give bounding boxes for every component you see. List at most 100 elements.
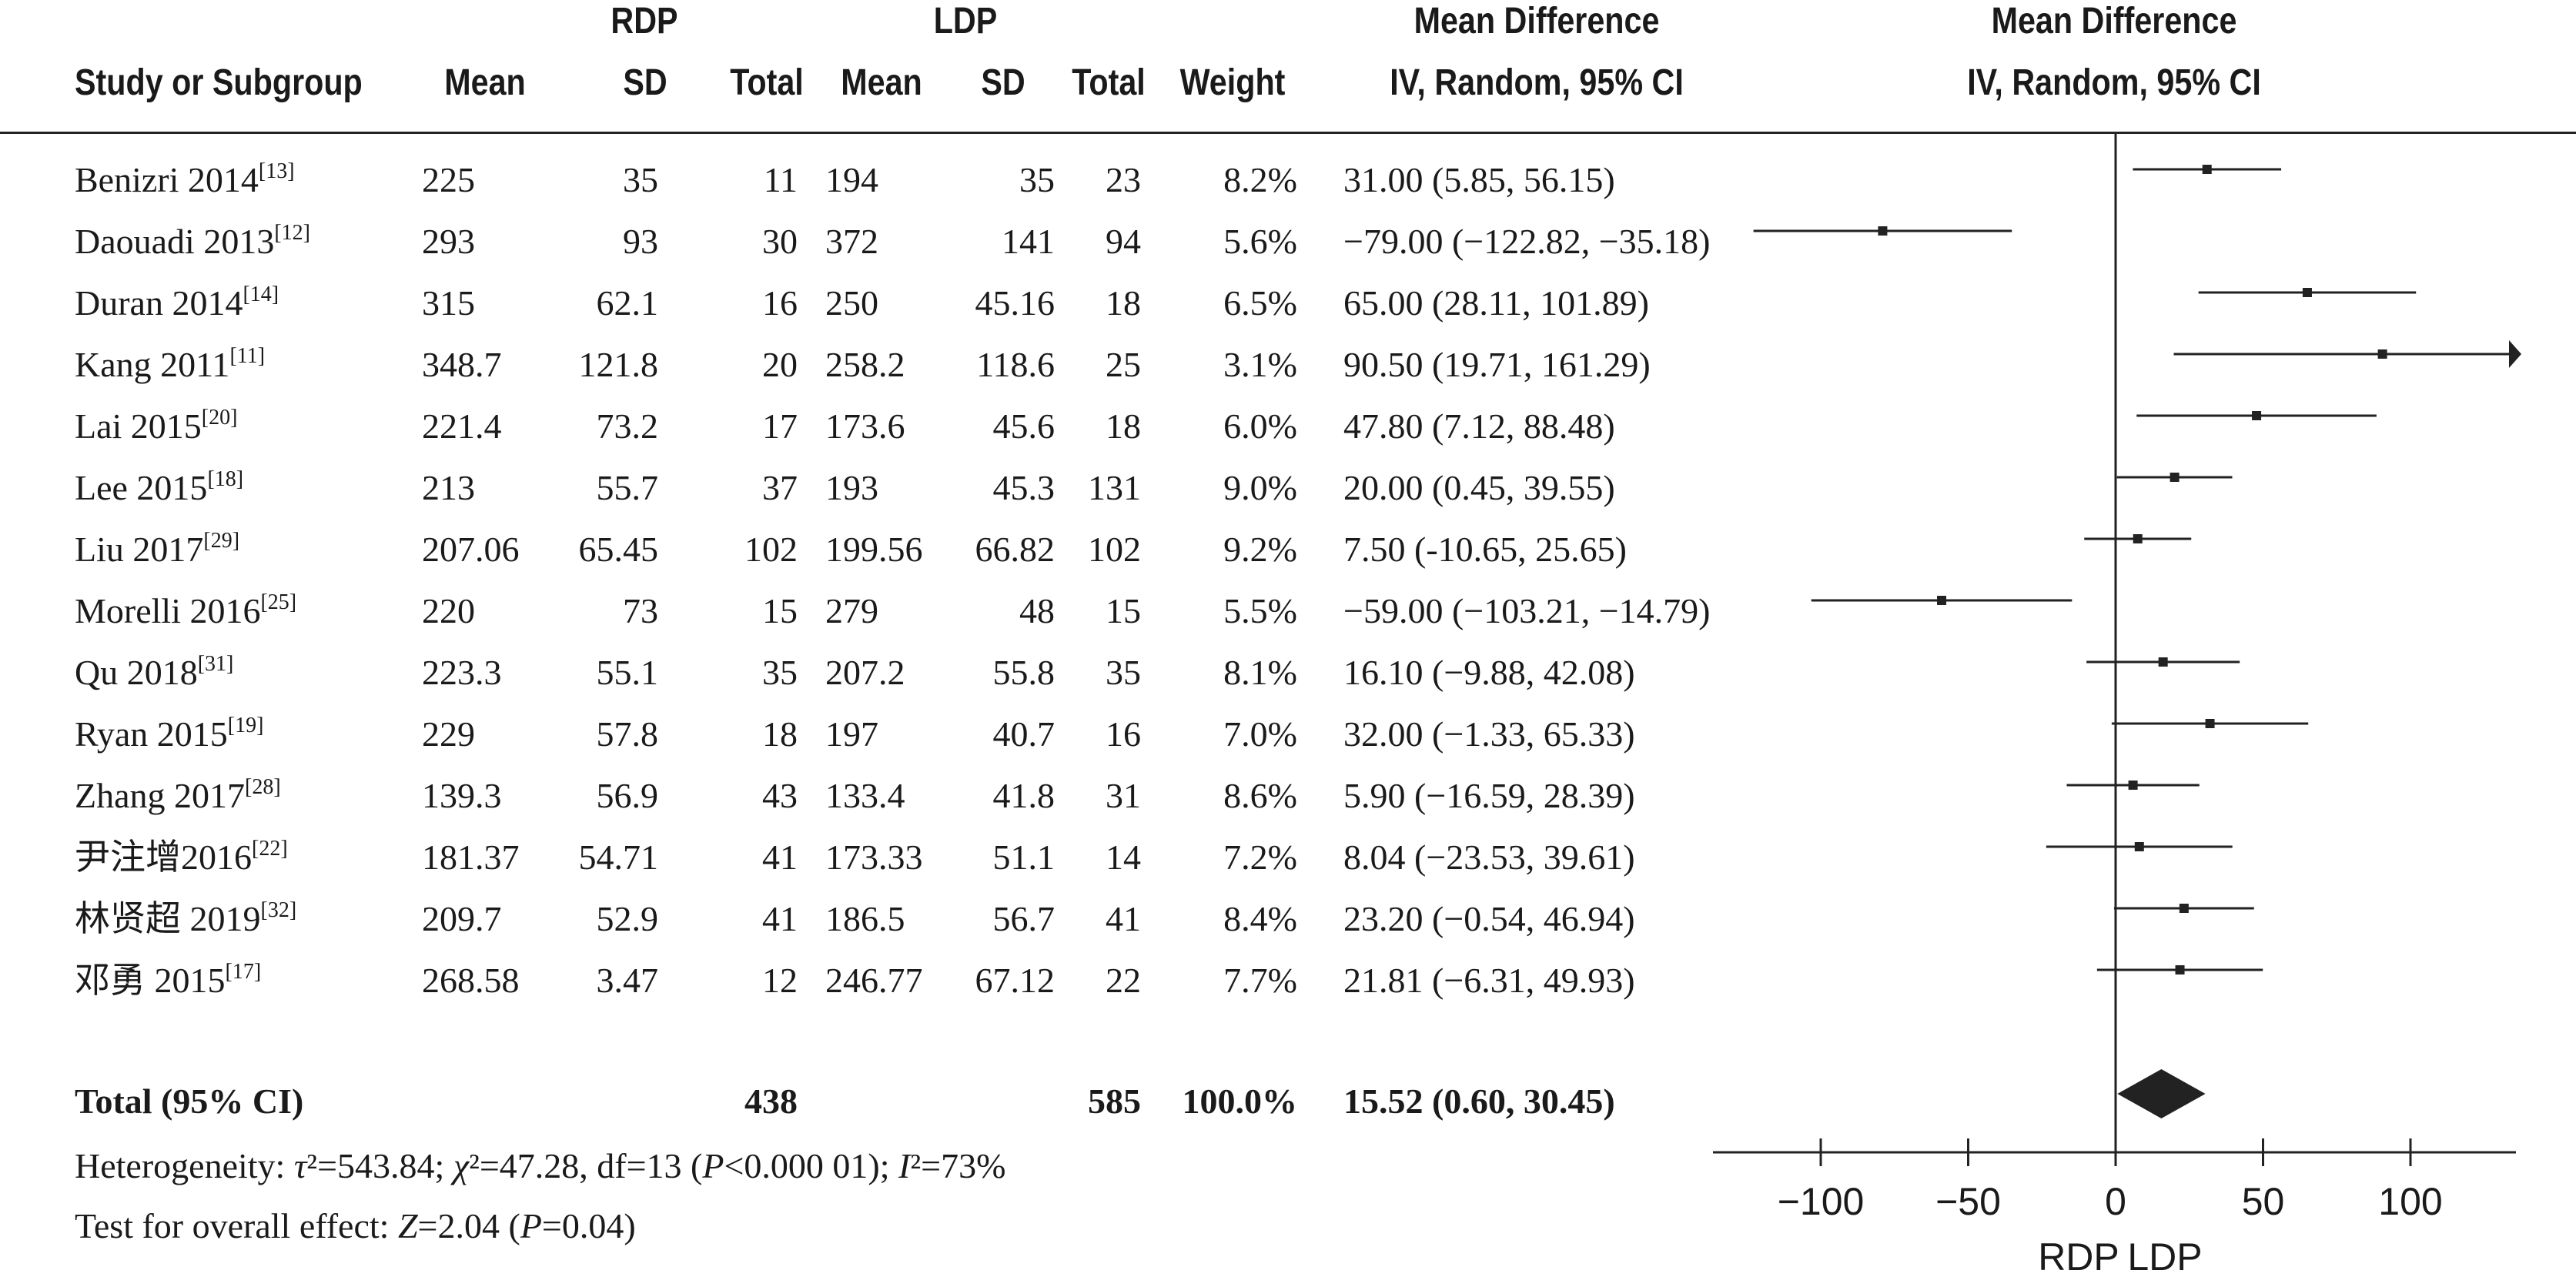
study-sd2: 66.82 bbox=[975, 530, 1055, 569]
header-rule bbox=[0, 132, 2576, 134]
study-total1: 20 bbox=[762, 345, 798, 384]
md-title-header: Mean Difference bbox=[1413, 1, 1660, 42]
study-total2: 41 bbox=[1106, 899, 1141, 938]
study-total1: 41 bbox=[762, 837, 798, 877]
study-total1: 18 bbox=[762, 714, 798, 754]
study-name: Qu 2018[31] bbox=[75, 652, 234, 692]
study-ci: 31.00 (5.85, 56.15) bbox=[1343, 160, 1615, 199]
study-mean1: 223.3 bbox=[422, 653, 502, 692]
study-sd1: 56.9 bbox=[596, 776, 659, 815]
favours-left-label: RDP bbox=[2038, 1235, 2119, 1277]
study-mean2: 207.2 bbox=[825, 653, 905, 692]
study-total2: 18 bbox=[1106, 406, 1141, 446]
study-ci: 20.00 (0.45, 39.55) bbox=[1343, 468, 1615, 507]
study-sd2: 48 bbox=[1019, 591, 1055, 630]
point-estimate bbox=[2134, 842, 2144, 851]
study-sd2: 141 bbox=[1002, 222, 1055, 261]
plot-sub-header: IV, Random, 95% CI bbox=[1967, 62, 2261, 103]
study-sd1: 65.45 bbox=[578, 530, 659, 569]
study-mean1: 213 bbox=[422, 468, 475, 507]
study-header: Study or Subgroup bbox=[75, 62, 363, 103]
study-total2: 14 bbox=[1106, 837, 1141, 877]
study-total2: 31 bbox=[1106, 776, 1141, 815]
study-total2: 35 bbox=[1106, 653, 1141, 692]
study-name: Daouadi 2013[12] bbox=[75, 221, 310, 261]
study-weight: 8.6% bbox=[1223, 776, 1297, 815]
study-total2: 16 bbox=[1106, 714, 1141, 754]
study-name: 尹注增2016[22] bbox=[75, 837, 288, 877]
group1-header: RDP bbox=[611, 1, 678, 42]
study-total2: 15 bbox=[1106, 591, 1141, 630]
x-tick-label: 0 bbox=[2105, 1180, 2126, 1223]
study-total1: 37 bbox=[762, 468, 798, 507]
study-mean2: 258.2 bbox=[825, 345, 905, 384]
study-mean1: 139.3 bbox=[422, 776, 502, 815]
total-n2: 585 bbox=[1088, 1081, 1141, 1121]
study-mean2: 199.56 bbox=[825, 530, 923, 569]
point-estimate bbox=[1937, 596, 1947, 605]
study-sd2: 45.6 bbox=[992, 406, 1055, 446]
study-name: 邓勇 2015[17] bbox=[75, 960, 262, 1000]
study-weight: 8.2% bbox=[1223, 160, 1297, 199]
study-sd1: 54.71 bbox=[578, 837, 659, 877]
point-estimate bbox=[2170, 473, 2180, 482]
study-sd1: 55.7 bbox=[596, 468, 659, 507]
overall-effect-text: Test for overall effect: Z=2.04 (P=0.04) bbox=[75, 1206, 636, 1245]
point-estimate bbox=[2205, 719, 2215, 728]
study-total2: 25 bbox=[1106, 345, 1141, 384]
study-sd1: 121.8 bbox=[578, 345, 659, 384]
study-sd1: 73.2 bbox=[596, 406, 659, 446]
study-ci: −79.00 (−122.82, −35.18) bbox=[1343, 222, 1711, 261]
study-weight: 7.0% bbox=[1223, 714, 1297, 754]
study-mean1: 221.4 bbox=[422, 406, 502, 446]
heterogeneity-text: Heterogeneity: τ²=543.84; χ²=47.28, df=1… bbox=[75, 1146, 1006, 1185]
study-total1: 35 bbox=[762, 653, 798, 692]
study-mean1: 225 bbox=[422, 160, 475, 199]
study-total1: 15 bbox=[762, 591, 798, 630]
favours-right-label: LDP bbox=[2127, 1235, 2202, 1277]
study-mean2: 133.4 bbox=[825, 776, 905, 815]
study-weight: 3.1% bbox=[1223, 345, 1297, 384]
study-name: Benizri 2014[13] bbox=[75, 159, 295, 199]
study-weight: 8.1% bbox=[1223, 653, 1297, 692]
total1-header: Total bbox=[730, 62, 804, 103]
study-mean2: 279 bbox=[825, 591, 878, 630]
x-tick-label: 50 bbox=[2242, 1180, 2285, 1223]
study-ci: 90.50 (19.71, 161.29) bbox=[1343, 345, 1651, 384]
study-sd2: 45.16 bbox=[975, 283, 1055, 323]
study-ci: 21.81 (−6.31, 49.93) bbox=[1343, 961, 1635, 1000]
total-weight: 100.0% bbox=[1182, 1081, 1298, 1121]
study-ci: 23.20 (−0.54, 46.94) bbox=[1343, 899, 1635, 938]
study-sd1: 93 bbox=[623, 222, 658, 261]
study-mean1: 315 bbox=[422, 283, 475, 323]
study-total2: 94 bbox=[1106, 222, 1141, 261]
point-estimate bbox=[2175, 965, 2185, 974]
study-weight: 6.0% bbox=[1223, 406, 1297, 446]
study-ci: −59.00 (−103.21, −14.79) bbox=[1343, 591, 1711, 630]
study-ci: 8.04 (−23.53, 39.61) bbox=[1343, 837, 1635, 877]
study-total2: 131 bbox=[1088, 468, 1141, 507]
study-name: 林贤超 2019[32] bbox=[75, 898, 297, 938]
study-weight: 9.0% bbox=[1223, 468, 1297, 507]
study-sd2: 51.1 bbox=[992, 837, 1055, 877]
study-ci: 65.00 (28.11, 101.89) bbox=[1343, 283, 1649, 323]
study-mean2: 250 bbox=[825, 283, 878, 323]
study-mean2: 194 bbox=[825, 160, 878, 199]
study-ci: 32.00 (−1.33, 65.33) bbox=[1343, 714, 1635, 754]
study-weight: 9.2% bbox=[1223, 530, 1297, 569]
study-mean1: 181.37 bbox=[422, 837, 520, 877]
study-sd1: 62.1 bbox=[596, 283, 659, 323]
study-name: Zhang 2017[28] bbox=[75, 775, 281, 815]
point-estimate bbox=[2302, 288, 2312, 297]
study-sd2: 40.7 bbox=[992, 714, 1055, 754]
point-estimate bbox=[1878, 226, 1888, 236]
study-mean2: 372 bbox=[825, 222, 878, 261]
total-ci: 15.52 (0.60, 30.45) bbox=[1343, 1081, 1615, 1121]
study-total2: 18 bbox=[1106, 283, 1141, 323]
total2-header: Total bbox=[1072, 62, 1146, 103]
study-total1: 41 bbox=[762, 899, 798, 938]
study-total1: 102 bbox=[744, 530, 798, 569]
total-n1: 438 bbox=[744, 1081, 798, 1121]
sd1-header: SD bbox=[623, 62, 667, 103]
